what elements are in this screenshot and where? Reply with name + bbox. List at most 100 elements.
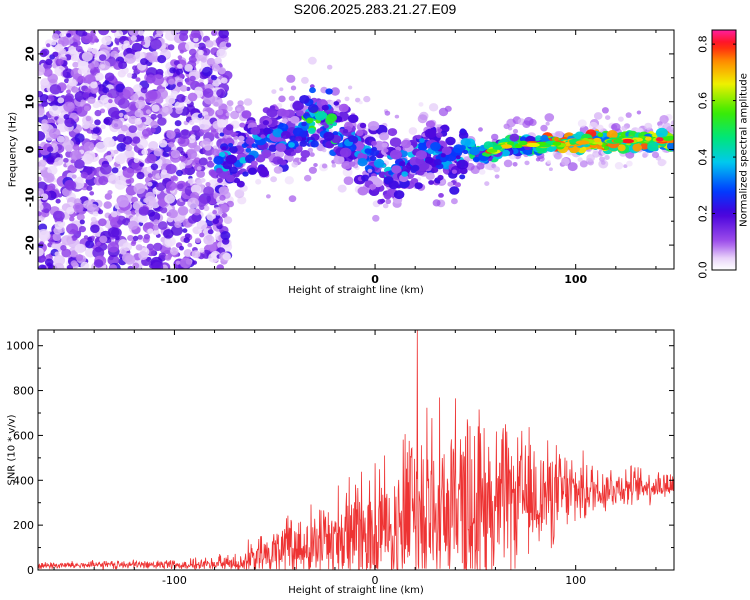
noise-blob — [158, 139, 168, 148]
noise-blob — [203, 234, 215, 246]
noise-blob — [165, 95, 176, 105]
noise-blob — [642, 151, 649, 158]
ridge-blob — [364, 148, 372, 155]
noise-blob — [98, 30, 110, 36]
noise-blob — [157, 55, 167, 64]
noise-blob — [212, 218, 219, 225]
noise-blob — [171, 175, 178, 181]
noise-blob — [161, 169, 168, 175]
noise-blob — [205, 40, 214, 48]
noise-blob — [176, 94, 186, 103]
noise-blob — [153, 148, 163, 157]
noise-blob — [226, 200, 234, 208]
noise-blob — [80, 261, 90, 269]
top-y-tick-label: 10 — [24, 94, 37, 110]
noise-blob — [47, 156, 55, 163]
ridge-blob — [425, 172, 435, 180]
noise-blob — [111, 119, 123, 130]
noise-blob — [102, 87, 110, 94]
noise-blob — [255, 179, 262, 185]
noise-blob — [151, 104, 160, 112]
noise-blob — [279, 87, 284, 92]
noise-blob — [123, 114, 129, 119]
noise-blob — [188, 215, 198, 224]
noise-blob — [80, 99, 86, 104]
noise-blob — [169, 247, 179, 256]
noise-blob — [167, 209, 178, 219]
noise-blob — [191, 250, 201, 259]
noise-blob — [52, 233, 62, 241]
ridge-blob — [445, 136, 456, 146]
ridge-blob — [437, 128, 443, 133]
noise-blob — [211, 148, 220, 156]
ridge-blob — [289, 134, 298, 141]
ridge-blob — [323, 124, 329, 129]
noise-blob — [132, 262, 140, 269]
noise-blob — [97, 209, 104, 215]
noise-blob — [190, 30, 201, 39]
noise-blob — [190, 184, 202, 194]
noise-blob — [108, 174, 120, 185]
noise-blob — [200, 57, 207, 63]
noise-blob — [545, 121, 550, 126]
noise-blob — [133, 157, 140, 163]
noise-blob — [164, 193, 176, 204]
noise-blob — [160, 206, 168, 214]
noise-blob — [103, 116, 114, 126]
ridge-blob — [260, 134, 266, 139]
ridge-blob — [455, 155, 461, 160]
ridge-blob — [342, 129, 349, 134]
noise-blob — [43, 208, 50, 214]
ridge-blob — [384, 193, 392, 200]
noise-blob — [191, 125, 201, 133]
noise-blob — [206, 57, 216, 66]
ridge-blob — [414, 182, 423, 190]
noise-blob — [168, 141, 175, 148]
noise-blob — [196, 166, 202, 171]
ridge-core-blob — [621, 138, 634, 144]
noise-blob — [90, 30, 96, 36]
ridge-blob — [356, 129, 364, 137]
ridge-blob — [596, 145, 603, 150]
ridge-blob — [617, 144, 626, 152]
noise-blob — [110, 50, 119, 59]
ridge-core-blob — [514, 143, 523, 149]
ridge-blob — [553, 137, 559, 142]
ridge-blob — [242, 171, 249, 177]
noise-blob — [96, 241, 101, 246]
noise-blob — [343, 176, 354, 186]
noise-blob — [60, 30, 68, 35]
noise-blob — [163, 229, 174, 239]
noise-blob — [39, 50, 48, 58]
ridge-blob — [389, 137, 402, 147]
noise-blob — [92, 211, 99, 217]
ridge-blob — [309, 87, 316, 94]
noise-blob — [82, 31, 88, 37]
noise-blob — [216, 264, 224, 269]
noise-blob — [177, 63, 183, 69]
ridge-blob — [383, 148, 389, 153]
noise-blob — [92, 127, 101, 134]
ridge-blob — [535, 135, 543, 142]
noise-blob — [156, 30, 164, 36]
noise-blob — [107, 227, 120, 238]
noise-blob — [577, 119, 587, 128]
noise-blob — [220, 231, 231, 240]
ridge-blob — [288, 142, 295, 148]
noise-blob — [308, 166, 317, 174]
ridge-blob — [458, 131, 469, 140]
top-x-axis-label: Height of straight line (km) — [288, 285, 424, 296]
noise-blob — [63, 101, 75, 113]
ridge-blob — [326, 113, 337, 122]
noise-blob — [150, 120, 159, 129]
noise-blob — [66, 206, 75, 215]
noise-blob — [211, 63, 220, 72]
colorbar-tick-label: 0.2 — [697, 205, 710, 223]
noise-blob — [128, 125, 137, 133]
noise-blob — [72, 202, 84, 213]
noise-blob — [80, 171, 88, 179]
noise-blob — [308, 56, 317, 65]
noise-blob — [355, 97, 361, 103]
noise-blob — [512, 162, 518, 167]
